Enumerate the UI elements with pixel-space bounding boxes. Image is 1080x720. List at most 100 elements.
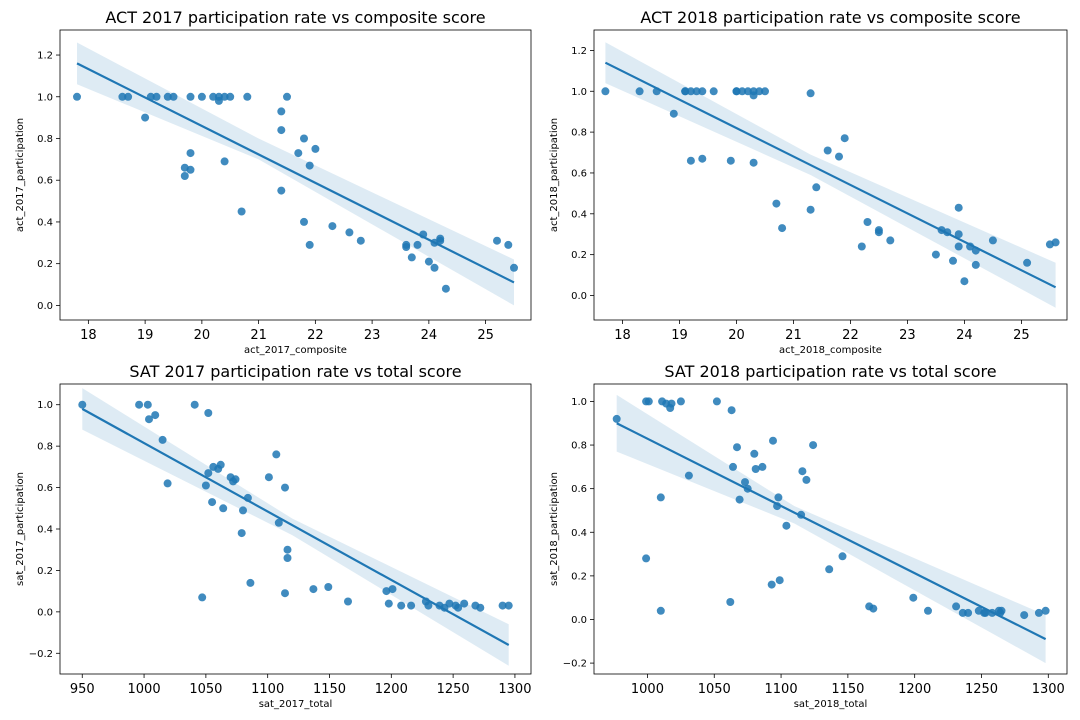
data-point [812, 183, 821, 192]
data-point [761, 87, 769, 96]
panel-act-2018: 18 19 20 21 22 23 24 25 0.0 0.2 0.4 0.6 0.8 1.0 1.2 ACT… [549, 8, 1068, 356]
axes-frame [59, 29, 532, 321]
x-tick-label: 1050 [189, 682, 222, 697]
y-tick-label: 0.8 [571, 128, 587, 139]
data-point [384, 599, 393, 608]
data-point [388, 585, 397, 594]
data-point [407, 601, 416, 610]
y-tick-label: 1.2 [571, 46, 587, 57]
data-point [869, 604, 878, 613]
y-tick-label: 1.0 [37, 400, 53, 411]
axes-frame [593, 383, 1068, 675]
data-point [454, 603, 463, 612]
data-point [825, 565, 834, 574]
x-tick-label: 19 [137, 328, 154, 343]
data-point [424, 257, 433, 266]
data-point [208, 498, 217, 507]
data-point [407, 253, 416, 262]
data-point [198, 593, 207, 602]
data-point [782, 521, 791, 530]
data-point [264, 473, 273, 482]
data-point [78, 400, 87, 409]
data-point [239, 506, 247, 515]
data-point [692, 87, 701, 96]
data-point [424, 601, 433, 610]
x-tick-label: 21 [785, 328, 802, 343]
y-tick-label: 1.0 [571, 87, 587, 98]
y-tick-label: 0.8 [37, 134, 53, 145]
data-point [277, 107, 286, 116]
data-point [667, 399, 676, 408]
data-point [413, 240, 422, 249]
y-tick-label: −0.2 [563, 659, 587, 670]
data-point [124, 92, 133, 101]
regression-line [76, 62, 515, 284]
data-point [802, 475, 811, 484]
data-point [476, 603, 485, 612]
data-point [732, 87, 741, 96]
x-tick-label: 1250 [437, 682, 470, 697]
data-point [294, 149, 303, 158]
y-axis-label: act_2018_participation [549, 118, 560, 232]
y-tick-label: 0.6 [37, 176, 53, 187]
chart-title: ACT 2018 participation rate vs composite… [640, 8, 1020, 27]
data-point [237, 529, 246, 538]
x-tick-label: 1100 [251, 682, 284, 697]
data-point [750, 449, 759, 458]
x-axis-label: sat_2018_total [794, 699, 868, 710]
data-point [186, 92, 195, 101]
y-tick-label: 0.2 [37, 259, 53, 270]
y-axis-label: sat_2017_participation [15, 472, 26, 586]
chart-title: SAT 2018 participation rate vs total sco… [664, 362, 996, 381]
data-point [741, 478, 749, 487]
x-tick-label: 1000 [128, 682, 161, 697]
data-point [727, 406, 736, 415]
axes-frame [593, 29, 1068, 321]
y-tick-label: 0.2 [571, 250, 587, 261]
data-point [835, 152, 843, 161]
y-tick-label: 0.6 [571, 484, 587, 495]
data-point [772, 199, 781, 208]
data-point [778, 224, 787, 233]
chart-title: SAT 2017 participation rate vs total sco… [129, 362, 461, 381]
data-point [274, 518, 283, 527]
x-tick-label: 25 [477, 328, 494, 343]
data-point [1051, 238, 1060, 247]
data-point [798, 467, 807, 476]
x-tick-label: 1150 [313, 682, 346, 697]
data-point [283, 554, 292, 562]
data-point [806, 205, 815, 214]
data-point [758, 462, 767, 471]
data-point [1034, 608, 1043, 617]
data-point [698, 87, 707, 96]
x-axis-label: act_2017_composite [244, 345, 347, 356]
x-axis-label: act_2018_composite [779, 345, 882, 356]
data-point [324, 583, 333, 591]
data-point [186, 165, 195, 174]
data-point [735, 495, 744, 504]
y-tick-label: 1.2 [37, 51, 53, 62]
data-point [277, 186, 286, 195]
data-point [197, 92, 206, 101]
data-point [141, 113, 150, 122]
data-point [954, 230, 963, 239]
data-point [729, 462, 737, 471]
data-point [954, 203, 963, 212]
data-point [774, 493, 783, 502]
data-point [158, 435, 167, 444]
data-point [504, 601, 513, 610]
data-point [151, 411, 160, 420]
data-point [281, 483, 289, 492]
data-point [272, 450, 281, 459]
data-point [237, 207, 246, 216]
data-point [726, 156, 735, 165]
y-tick-label: 0.0 [571, 291, 587, 302]
y-tick-label: 0.4 [571, 528, 587, 539]
x-tick-label: 1150 [831, 682, 864, 697]
x-tick-label: 24 [421, 328, 438, 343]
data-point [709, 87, 718, 96]
data-point [669, 109, 678, 118]
data-point [1041, 606, 1050, 615]
data-point [163, 92, 172, 101]
